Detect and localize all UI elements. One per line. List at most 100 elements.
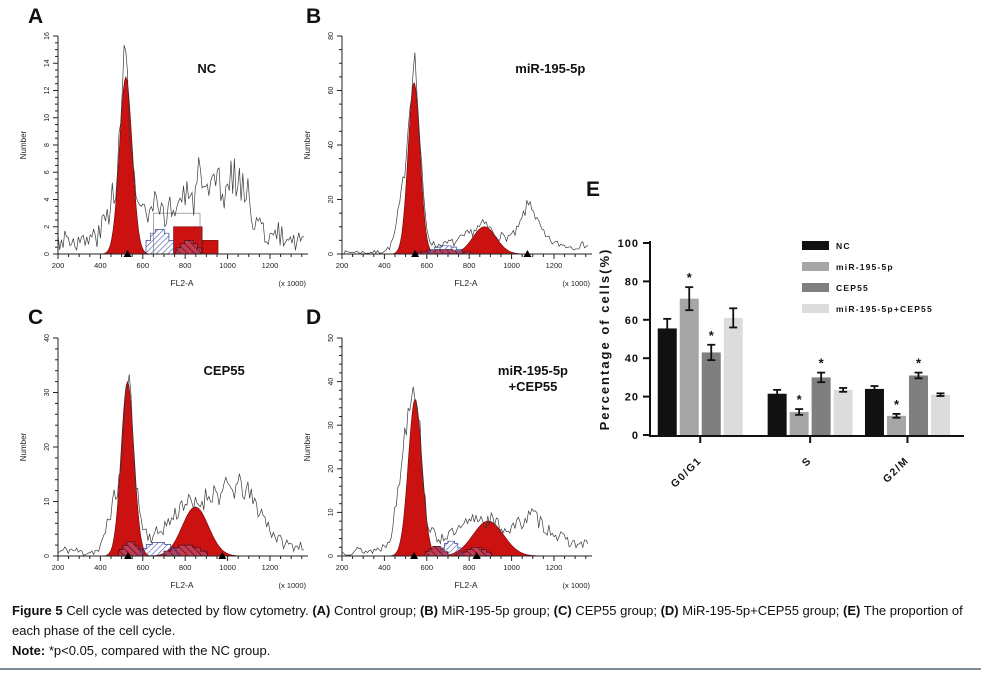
figure-note-text: Note: *p<0.05, compared with the NC grou… [12,643,271,658]
svg-text:1000: 1000 [503,261,520,270]
svg-text:0: 0 [44,554,51,558]
svg-text:50: 50 [328,334,335,342]
svg-text:FL2-A: FL2-A [454,278,477,288]
svg-text:20: 20 [328,196,335,204]
svg-text:1200: 1200 [262,563,279,572]
svg-text:200: 200 [336,261,349,270]
svg-text:FL2-A: FL2-A [170,278,193,288]
svg-text:100: 100 [618,238,639,250]
svg-text:80: 80 [625,276,639,288]
svg-text:400: 400 [378,261,391,270]
svg-text:1200: 1200 [546,563,563,572]
svg-text:0: 0 [328,252,335,256]
svg-text:miR-195-5p: miR-195-5p [836,262,894,272]
svg-text:800: 800 [463,261,476,270]
flow-plot-c: 200 400 600 800 1000 1200 0 10 20 30 40 Number FL2-A… [19,334,308,590]
svg-text:800: 800 [463,563,476,572]
panel-letter-d: D [306,306,322,329]
svg-text:200: 200 [52,261,65,270]
svg-text:60: 60 [328,87,335,95]
svg-text:30: 30 [44,389,51,397]
svg-text:0: 0 [328,554,335,558]
figure-caption-text: Figure 5 Cell cycle was detected by flow… [12,603,963,638]
svg-text:NC: NC [836,241,851,251]
svg-text:(x 1000): (x 1000) [562,581,590,590]
svg-text:FL2-A: FL2-A [454,580,477,590]
svg-text:4: 4 [44,197,51,201]
svg-text:6: 6 [44,170,51,174]
svg-text:400: 400 [94,563,107,572]
svg-text:2: 2 [44,225,51,229]
svg-text:miR-195-5p: miR-195-5p [515,61,585,76]
svg-text:*: * [894,397,900,412]
svg-text:*: * [687,270,693,285]
svg-text:400: 400 [378,563,391,572]
flow-plot-b: 200 400 600 800 1000 1200 0 20 40 60 80 Number FL2-A… [303,32,592,288]
bottom-rule [0,668,981,670]
svg-text:600: 600 [137,261,150,270]
svg-text:12: 12 [44,87,51,95]
svg-text:20: 20 [328,465,335,473]
svg-text:40: 40 [328,141,335,149]
svg-text:1200: 1200 [546,261,563,270]
svg-text:800: 800 [179,261,192,270]
svg-text:miR-195-5p: miR-195-5p [498,363,568,378]
svg-text:200: 200 [336,563,349,572]
flow-plot-d: 200 400 600 800 1000 1200 0 10 20 30 40 50 Number FL2… [303,334,592,590]
flow-plot-a: 200 400 600 800 1000 1200 0 2 4 6 8 10 12 14 16 Number F… [19,32,308,288]
svg-text:1000: 1000 [219,563,236,572]
svg-text:Number: Number [19,432,28,461]
svg-text:14: 14 [44,59,51,67]
svg-text:Number: Number [303,130,312,159]
svg-text:Number: Number [19,130,28,159]
bar-chart-e: 0 20 40 60 80 100 Percentage of cells(%) G0/G1 *… [597,238,964,491]
svg-text:Number: Number [303,432,312,461]
svg-text:(x 1000): (x 1000) [562,279,590,288]
svg-text:20: 20 [44,443,51,451]
panel-letter-a: A [28,5,44,28]
svg-text:1000: 1000 [219,261,236,270]
svg-text:(x 1000): (x 1000) [278,581,306,590]
svg-text:40: 40 [44,334,51,342]
panel-letter-e: E [586,178,601,201]
panel-letter-b: B [306,5,322,28]
svg-text:40: 40 [625,353,639,365]
svg-text:80: 80 [328,32,335,40]
svg-text:NC: NC [197,61,216,76]
svg-text:FL2-A: FL2-A [170,580,193,590]
svg-text:G0/G1: G0/G1 [669,455,705,491]
svg-text:*: * [916,356,922,371]
svg-text:miR-195-5p+CEP55: miR-195-5p+CEP55 [836,304,933,314]
svg-text:CEP55: CEP55 [836,283,869,293]
svg-text:600: 600 [137,563,150,572]
svg-text:8: 8 [44,143,51,147]
panel-letter-c: C [28,306,44,329]
svg-text:1000: 1000 [503,563,520,572]
svg-text:1200: 1200 [262,261,279,270]
svg-text:*: * [819,356,825,371]
svg-text:600: 600 [421,563,434,572]
svg-text:600: 600 [421,261,434,270]
svg-text:400: 400 [94,261,107,270]
svg-text:10: 10 [44,498,51,506]
svg-text:*: * [709,328,715,343]
svg-text:0: 0 [44,252,51,256]
svg-text:60: 60 [625,315,639,327]
svg-text:10: 10 [328,508,335,516]
svg-text:0: 0 [632,430,639,442]
svg-text:200: 200 [52,563,65,572]
svg-text:10: 10 [44,114,51,122]
svg-text:S: S [800,455,815,470]
svg-text:16: 16 [44,32,51,40]
svg-text:800: 800 [179,563,192,572]
svg-text:40: 40 [328,378,335,386]
svg-text:*: * [797,392,803,407]
svg-text:20: 20 [625,392,639,404]
svg-text:+CEP55: +CEP55 [509,379,558,394]
figure-caption-block: Figure 5 Cell cycle was detected by flow… [12,601,970,661]
svg-text:CEP55: CEP55 [204,363,245,378]
svg-text:G2/M: G2/M [881,455,912,486]
svg-text:Percentage of cells(%): Percentage of cells(%) [597,248,612,431]
svg-text:30: 30 [328,421,335,429]
